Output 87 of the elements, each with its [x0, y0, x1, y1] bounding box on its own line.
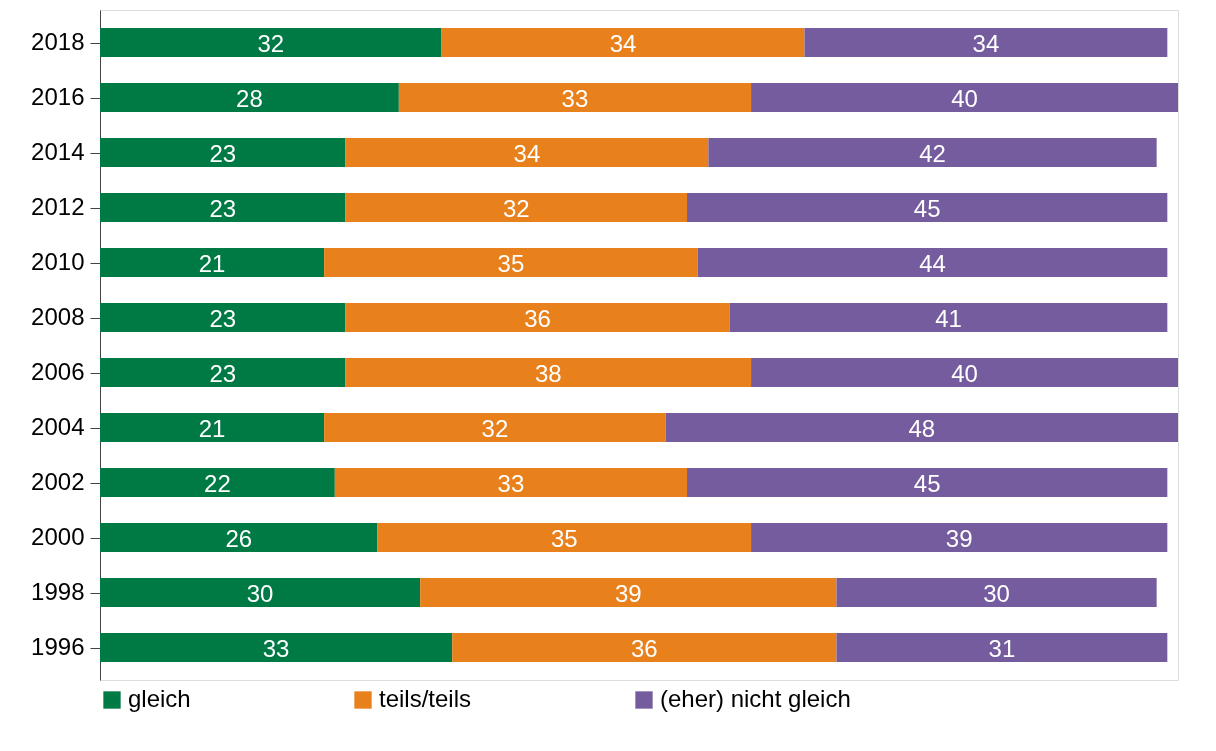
- bar: [836, 633, 1168, 662]
- bar: [345, 303, 730, 332]
- bar: [324, 413, 666, 442]
- data-label: 23: [209, 139, 237, 167]
- bar: [729, 303, 1168, 332]
- data-label: 34: [609, 29, 637, 57]
- bar: [804, 28, 1168, 57]
- y-tick-label: 1998: [31, 578, 85, 605]
- data-label: 39: [945, 524, 973, 552]
- data-label: 32: [257, 29, 285, 57]
- bar: [100, 523, 378, 552]
- data-label: 45: [913, 469, 941, 497]
- bar: [345, 358, 752, 387]
- bar: [687, 193, 1168, 222]
- bar: [334, 468, 688, 497]
- bar: [398, 83, 752, 112]
- bar: [100, 83, 399, 112]
- data-label: 48: [908, 414, 936, 442]
- data-label: 30: [246, 579, 274, 607]
- bar: [420, 578, 837, 607]
- data-label: 33: [561, 84, 589, 112]
- data-label: 21: [198, 414, 226, 442]
- bar: [345, 193, 688, 222]
- bar: [100, 303, 346, 332]
- data-label: 33: [497, 469, 525, 497]
- bar: [377, 523, 752, 552]
- data-label: 38: [534, 359, 562, 387]
- data-label: 23: [209, 359, 237, 387]
- data-label: 26: [225, 524, 253, 552]
- data-label: 42: [919, 139, 946, 167]
- y-tick-label: 2004: [31, 413, 85, 440]
- data-label: 22: [204, 469, 231, 497]
- data-label: 45: [913, 194, 941, 222]
- bar: [441, 28, 805, 57]
- bar: [324, 248, 698, 277]
- y-tick-label: 2014: [31, 138, 85, 165]
- data-label: 32: [481, 414, 509, 442]
- data-label: 36: [524, 304, 551, 332]
- y-tick-label: 2016: [31, 83, 85, 110]
- bar: [100, 578, 421, 607]
- data-label: 35: [550, 524, 578, 552]
- data-label: 35: [497, 249, 525, 277]
- y-tick-label: 2006: [31, 358, 85, 385]
- bar: [345, 138, 709, 167]
- data-label: 40: [951, 359, 978, 387]
- data-label: 39: [614, 579, 642, 607]
- bar: [100, 193, 346, 222]
- y-tick-label: 2012: [31, 193, 85, 220]
- legend-label: (eher) nicht gleich: [660, 685, 851, 712]
- data-label: 23: [209, 304, 237, 332]
- bar: [687, 468, 1168, 497]
- data-label: 41: [935, 304, 962, 332]
- bar: [452, 633, 837, 662]
- legend-label: gleich: [128, 685, 191, 712]
- bar: [836, 578, 1157, 607]
- data-label: 21: [198, 249, 226, 277]
- y-tick-label: 2018: [31, 28, 85, 55]
- bar: [100, 413, 325, 442]
- bar: [100, 633, 453, 662]
- data-label: 23: [209, 194, 237, 222]
- legend-label: teils/teils: [379, 685, 472, 712]
- bar: [708, 138, 1157, 167]
- bar: [100, 358, 346, 387]
- data-label: 34: [972, 29, 1000, 57]
- bar: [751, 523, 1168, 552]
- bar: [751, 358, 1178, 387]
- data-label: 33: [262, 634, 290, 662]
- data-label: 30: [983, 579, 1010, 607]
- y-tick-label: 1996: [31, 633, 85, 660]
- y-tick-label: 2002: [31, 468, 85, 495]
- y-tick-label: 2000: [31, 523, 85, 550]
- data-label: 36: [630, 634, 658, 662]
- bar: [100, 138, 346, 167]
- data-label: 34: [513, 139, 541, 167]
- bar: [665, 413, 1178, 442]
- bar: [100, 468, 335, 497]
- data-label: 31: [988, 634, 1016, 662]
- y-tick-label: 2008: [31, 303, 85, 330]
- data-label: 40: [951, 84, 978, 112]
- bar: [697, 248, 1168, 277]
- bar: [100, 28, 442, 57]
- bar: [100, 248, 325, 277]
- data-label: 32: [502, 194, 530, 222]
- data-label: 44: [919, 249, 946, 277]
- y-tick-label: 2010: [31, 248, 85, 275]
- bar: [751, 83, 1178, 112]
- data-label: 28: [236, 84, 263, 112]
